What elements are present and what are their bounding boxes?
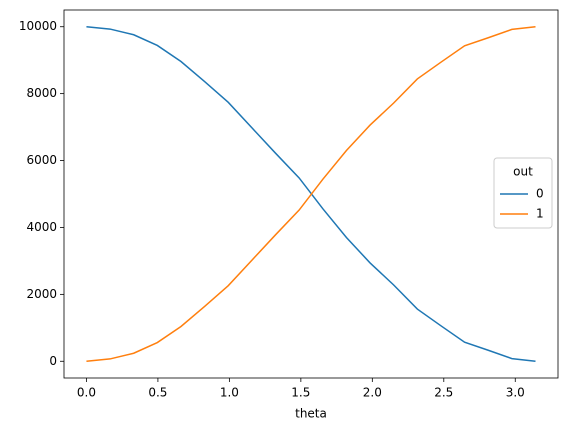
- x-tick-label: 0.5: [148, 386, 167, 400]
- y-tick-label: 10000: [19, 19, 57, 33]
- y-tick-label: 0: [49, 354, 57, 368]
- y-tick-label: 2000: [26, 287, 57, 301]
- x-tick-label: 1.0: [220, 386, 239, 400]
- legend-title: out: [513, 165, 533, 179]
- y-tick-label: 4000: [26, 220, 57, 234]
- x-tick-label: 2.0: [363, 386, 382, 400]
- series-line: [86, 25, 536, 363]
- x-tick-label: 3.0: [506, 386, 525, 400]
- legend-label: 1: [536, 207, 544, 221]
- series-line: [86, 25, 536, 363]
- legend-box: [493, 157, 553, 229]
- x-axis-label: theta: [295, 407, 327, 421]
- x-tick-label: 2.5: [434, 386, 453, 400]
- x-tick-label: 1.5: [291, 386, 310, 400]
- y-tick-label: 8000: [26, 86, 57, 100]
- y-tick-label: 6000: [26, 153, 57, 167]
- x-tick-label: 0.0: [77, 386, 96, 400]
- legend-label: 0: [536, 187, 544, 201]
- plot-frame: [63, 9, 559, 379]
